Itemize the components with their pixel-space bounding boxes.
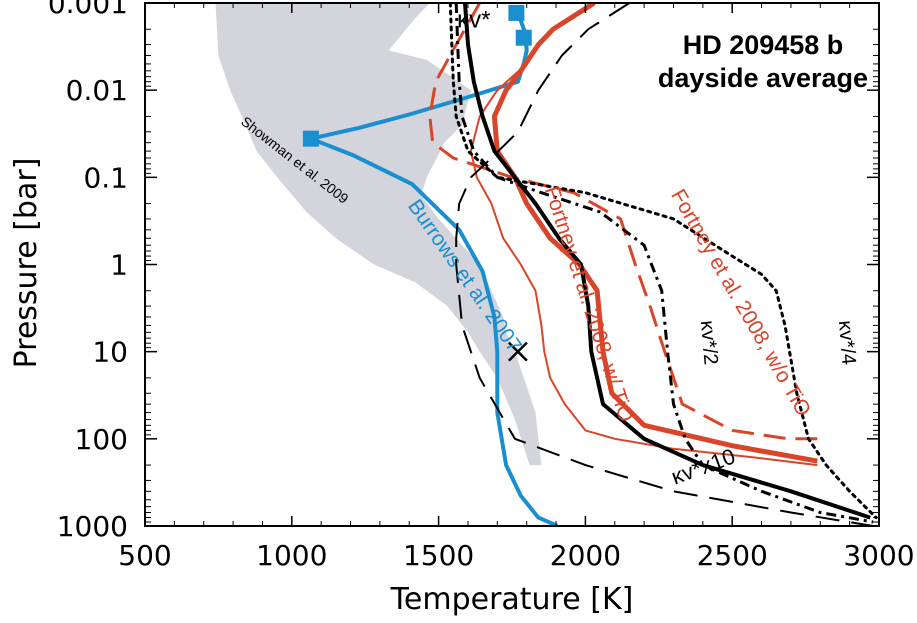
- curve-annotation-6: κv*/4: [834, 320, 860, 366]
- square-marker-0: [508, 4, 525, 21]
- series-line-2: [491, 3, 818, 464]
- y-tick-label: 0.1: [83, 161, 128, 194]
- y-tick-label: 0.01: [66, 74, 128, 107]
- y-tick-label: 100: [75, 423, 128, 456]
- series-line-5: [455, 3, 874, 526]
- curve-annotation-4: κv*: [457, 6, 490, 33]
- x-tick-label: 2000: [550, 539, 621, 572]
- x-tick-label: 1000: [256, 539, 327, 572]
- square-marker-2: [302, 130, 319, 147]
- x-tick-label: 2500: [697, 539, 768, 572]
- series-line-3: [428, 3, 818, 441]
- curve-annotation-3: Fortney et al. 2008, w/o TiO: [666, 185, 815, 420]
- x-tick-label: 1500: [403, 539, 474, 572]
- y-tick-label: 0.001: [48, 0, 128, 20]
- y-axis-label: Pressure [bar]: [9, 158, 44, 369]
- y-tick-label: 1: [110, 249, 128, 282]
- x-tick-label: 3000: [843, 539, 914, 572]
- series-line-4: [463, 3, 871, 520]
- showman-2009-shaded-region: [215, 3, 542, 466]
- x-tick-label: 500: [118, 539, 171, 572]
- square-marker-1: [515, 29, 532, 46]
- curve-annotation-5: κv*/2: [696, 320, 722, 366]
- curve-annotation-2: Fortney et al. 2008, w/ TiO: [540, 183, 638, 424]
- chart-title-block: HD 209458 b dayside average: [658, 30, 868, 93]
- y-tick-label: 10: [92, 336, 128, 369]
- series-line-7: [448, 3, 878, 520]
- chart-title: HD 209458 b: [683, 30, 844, 60]
- axis-ticks: 500 1000 1500 2000 2500 30000.0010.010.111010…: [48, 0, 915, 572]
- y-tick-label: 1000: [57, 510, 128, 543]
- chart-subtitle: dayside average: [658, 63, 868, 93]
- cross-marker: [507, 341, 528, 362]
- series-line-6: [454, 3, 874, 524]
- x-axis-label: Temperature [K]: [390, 582, 634, 617]
